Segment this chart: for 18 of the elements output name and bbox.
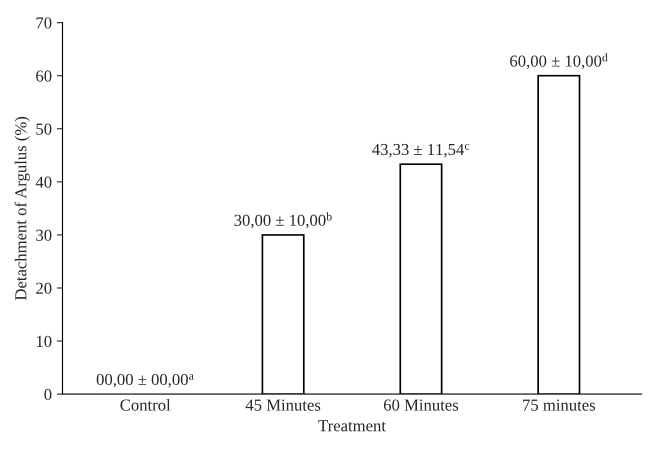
y-tick-label: 70: [36, 17, 52, 29]
x-tick-label: Control: [120, 398, 170, 411]
x-tick-label: 45 Minutes: [246, 400, 320, 411]
data-label: 30,00 ± 10,00$^{b}$: [234, 212, 332, 228]
data-label: 60,00 ± 10,00$^{d}$: [510, 53, 608, 70]
data-label: 00,00 ± 00,00$^{a}$: [96, 374, 194, 388]
y-tick-label: 60: [36, 70, 52, 82]
data-label: 43,33 ± 11,54$^{c}$: [372, 144, 470, 158]
x-tick-label: 60 Minutes: [384, 399, 458, 411]
y-tick-label: 30: [36, 230, 52, 241]
y-tick-label: 20: [36, 282, 52, 294]
y-tick-label: 50: [36, 123, 52, 135]
x-tick-label: 75 minutes: [523, 400, 596, 411]
y-axis-title: Detachment of Argulus (%): [14, 116, 30, 300]
y-tick-label: 0: [44, 388, 52, 400]
y-tick-label: 40: [36, 176, 52, 188]
x-axis-title: Treatment: [318, 420, 386, 432]
y-tick-label: 10: [36, 336, 52, 347]
